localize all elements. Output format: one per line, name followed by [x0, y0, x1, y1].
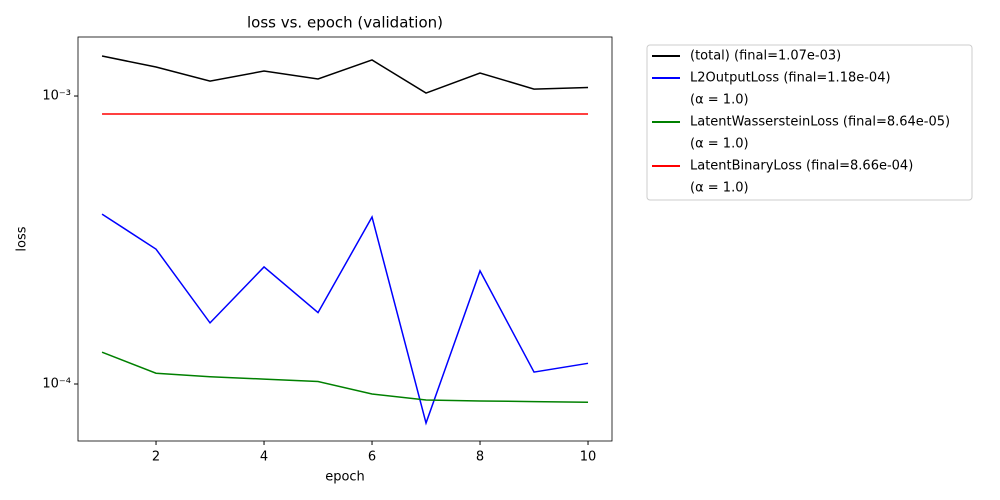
- y-tick-label: 10⁻⁴: [42, 377, 71, 392]
- line: [101, 351, 589, 404]
- legend-label: LatentWassersteinLoss (final=8.64e-05): [690, 115, 950, 130]
- x-tick-label: 8: [476, 450, 484, 465]
- legend-note: (α = 1.0): [690, 181, 749, 196]
- line: [101, 55, 589, 94]
- x-tick-label: 6: [368, 450, 376, 465]
- legend-label: L2OutputLoss (final=1.18e-04): [690, 71, 891, 86]
- y-tick-label: 10⁻³: [42, 89, 71, 104]
- x-axis-label: epoch: [325, 470, 365, 485]
- line: [101, 213, 589, 426]
- legend-label: LatentBinaryLoss (final=8.66e-04): [690, 159, 913, 174]
- y-axis-label: loss: [15, 226, 30, 251]
- x-tick-label: 2: [152, 450, 160, 465]
- legend-note: (α = 1.0): [690, 93, 749, 108]
- x-tick-label: 4: [260, 450, 268, 465]
- chart-title: loss vs. epoch (validation): [247, 14, 443, 32]
- legend-label: (total) (final=1.07e-03): [690, 49, 841, 64]
- plot-frame: [77, 36, 613, 442]
- legend-box: [646, 44, 973, 201]
- x-tick-label: 10: [580, 450, 597, 465]
- legend-note: (α = 1.0): [690, 137, 749, 152]
